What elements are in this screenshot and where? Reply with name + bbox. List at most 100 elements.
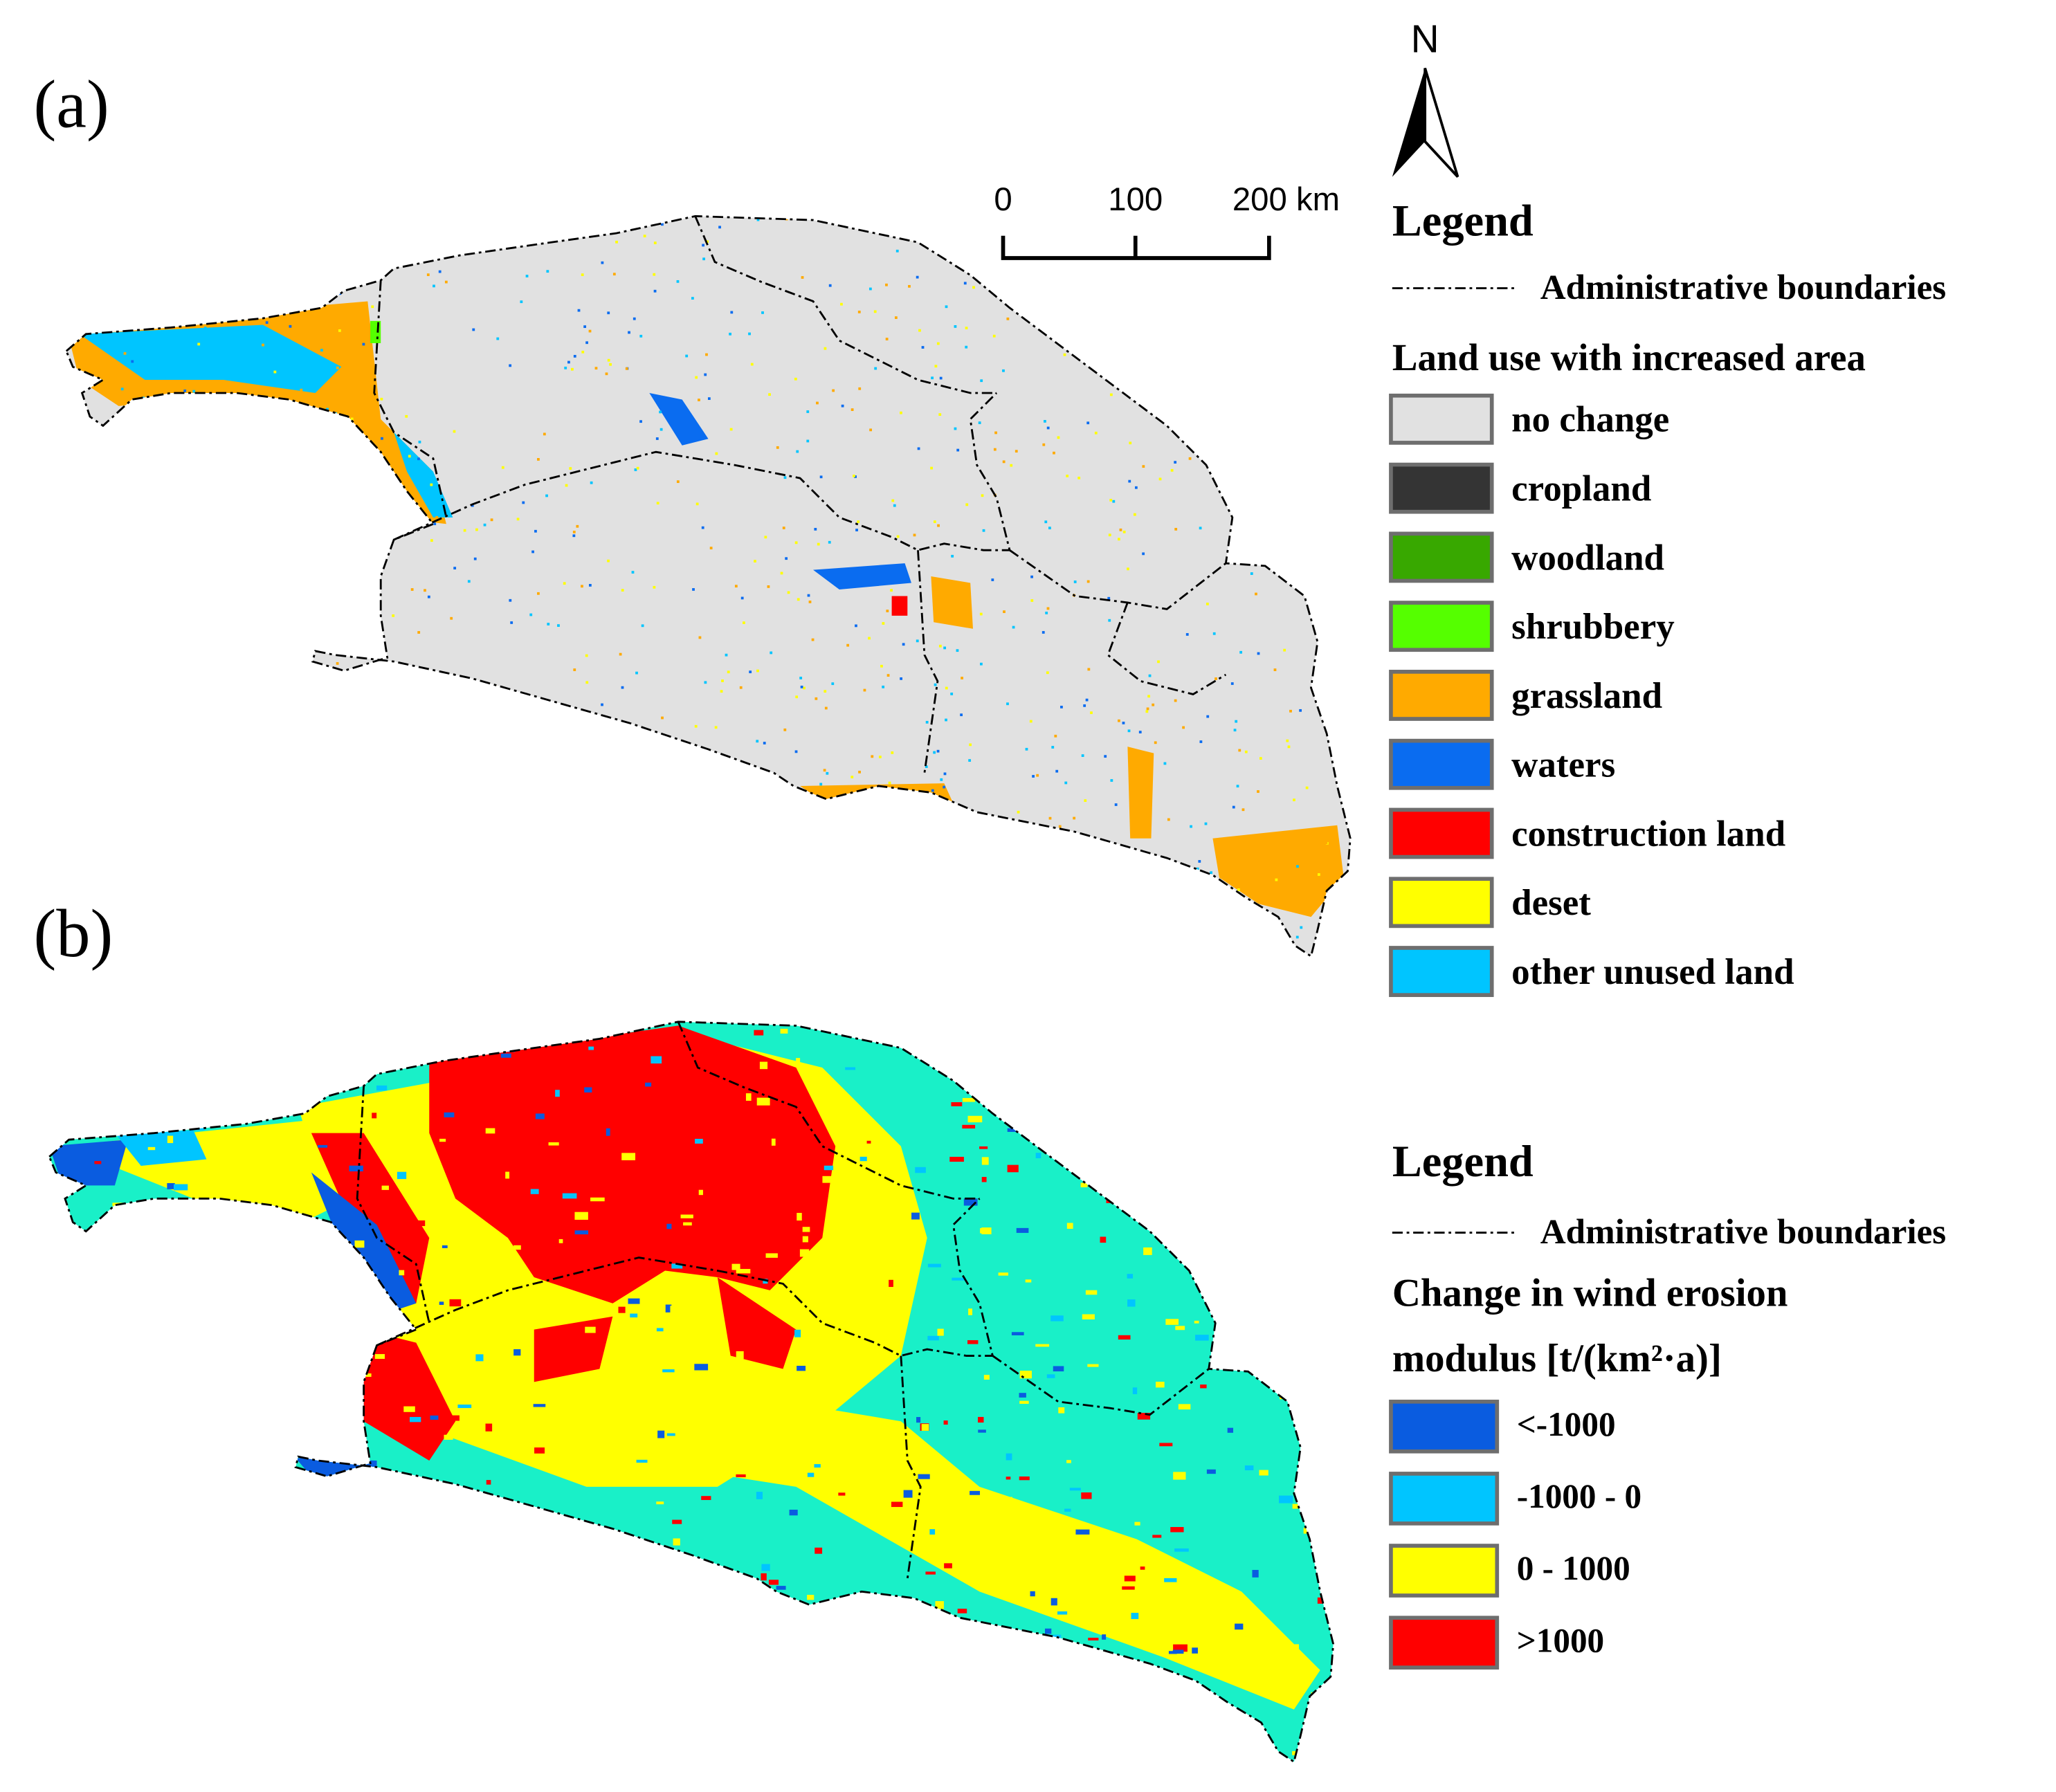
land-speck — [552, 791, 556, 794]
erosion-speck — [603, 1724, 610, 1732]
land-speck — [1293, 881, 1296, 884]
erosion-speck — [752, 1738, 760, 1746]
erosion-speck — [1284, 1045, 1293, 1052]
erosion-speck — [656, 1328, 664, 1332]
erosion-speck — [1078, 1726, 1084, 1731]
erosion-speck — [683, 1222, 692, 1226]
erosion-patch — [717, 1277, 797, 1369]
land-speck — [380, 661, 383, 665]
erosion-speck — [983, 1375, 990, 1380]
land-speck — [913, 533, 916, 537]
erosion-speck — [1169, 1612, 1182, 1616]
land-speck — [350, 483, 354, 486]
erosion-speck — [246, 1398, 260, 1405]
erosion-speck — [397, 1171, 407, 1180]
land-speck — [1102, 347, 1105, 351]
erosion-speck — [895, 1484, 906, 1490]
land-speck — [501, 466, 504, 469]
land-speck — [853, 474, 855, 477]
erosion-speck — [86, 1591, 100, 1598]
erosion-speck — [1330, 1528, 1334, 1534]
land-speck — [819, 783, 823, 786]
scale-label: 100 — [1108, 181, 1163, 218]
erosion-speck — [240, 1551, 251, 1557]
erosion-speck — [759, 1672, 770, 1679]
land-speck — [1186, 895, 1189, 899]
land-speck — [194, 238, 197, 241]
erosion-speck — [500, 1053, 511, 1058]
land-speck — [262, 343, 264, 347]
land-speck — [210, 641, 213, 645]
land-speck — [430, 483, 433, 486]
land-speck — [656, 502, 659, 505]
land-speck — [661, 716, 664, 720]
land-speck — [475, 528, 478, 531]
land-speck — [205, 752, 208, 755]
erosion-speck — [924, 1036, 933, 1042]
land-speck — [1036, 774, 1039, 777]
land-speck — [873, 310, 877, 313]
land-speck — [729, 428, 733, 431]
land-speck — [203, 327, 207, 330]
erosion-speck — [1129, 1192, 1137, 1198]
land-speck — [776, 446, 779, 449]
erosion-speck — [1050, 1598, 1057, 1606]
erosion-speck — [682, 1622, 686, 1630]
land-speck — [1182, 726, 1185, 729]
land-speck — [486, 787, 490, 789]
erosion-speck — [656, 1501, 664, 1505]
land-speck — [71, 242, 74, 246]
land-speck — [168, 440, 172, 444]
land-speck — [356, 556, 359, 559]
land-speck — [1094, 431, 1098, 435]
erosion-speck — [929, 1631, 941, 1636]
land-speck — [208, 822, 212, 825]
land-speck — [362, 342, 365, 346]
erosion-speck — [712, 1710, 725, 1716]
land-speck — [246, 846, 250, 850]
erosion-speck — [475, 1259, 491, 1263]
land-speck — [1277, 485, 1280, 488]
land-speck — [685, 354, 689, 358]
land-speck — [756, 740, 759, 743]
land-speck — [100, 770, 104, 774]
land-speck — [238, 456, 241, 459]
land-speck — [978, 421, 981, 424]
erosion-speck — [712, 1742, 725, 1747]
land-speck — [468, 816, 471, 819]
erosion-speck — [147, 1146, 156, 1151]
erosion-speck — [745, 1093, 752, 1101]
erosion-speck — [455, 1523, 463, 1530]
land-speck — [417, 457, 420, 461]
land-speck — [197, 342, 201, 346]
erosion-speck — [680, 1214, 693, 1218]
land-speck — [653, 585, 656, 589]
land-patch — [891, 596, 908, 616]
land-speck — [293, 558, 296, 560]
land-speck — [324, 929, 327, 932]
land-speck — [750, 363, 754, 366]
land-speck — [874, 367, 877, 370]
erosion-speck — [260, 1595, 268, 1602]
erosion-speck — [618, 1694, 628, 1698]
erosion-speck — [761, 1564, 770, 1571]
erosion-speck — [449, 1299, 462, 1307]
land-speck — [824, 347, 827, 350]
land-speck — [764, 536, 767, 539]
land-speck — [381, 437, 383, 440]
erosion-speck — [234, 1522, 241, 1529]
land-speck — [453, 430, 456, 433]
erosion-speck — [736, 1474, 746, 1478]
land-speck — [104, 563, 107, 567]
land-speck — [794, 541, 798, 545]
land-speck — [819, 475, 823, 479]
erosion-speck — [814, 1464, 821, 1468]
land-speck — [809, 939, 812, 942]
legend-title: Legend — [1392, 1137, 1534, 1186]
erosion-speck — [168, 1272, 179, 1279]
erosion-speck — [100, 1485, 104, 1492]
land-speck — [1215, 677, 1217, 680]
land-speck — [1222, 310, 1226, 313]
land-speck — [141, 598, 145, 601]
land-speck — [1174, 377, 1178, 381]
